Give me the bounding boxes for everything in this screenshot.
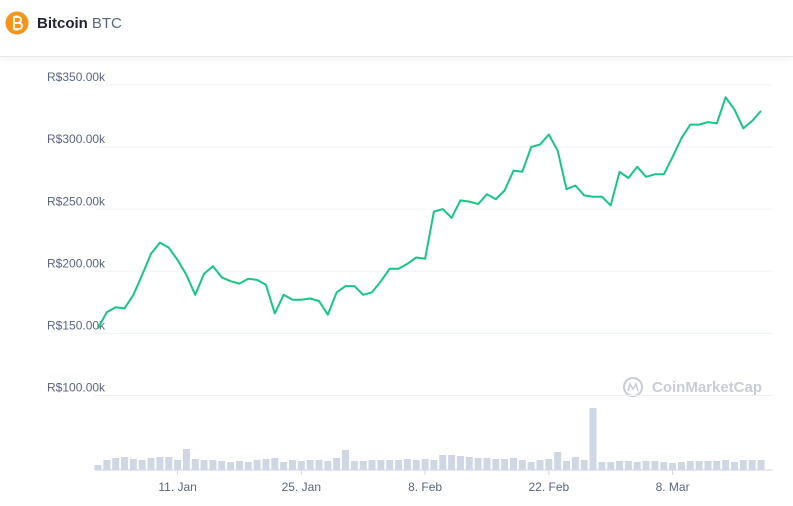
y-tick-label: R$200.00k (47, 256, 106, 270)
volume-bar (271, 458, 279, 470)
volume-bar (580, 460, 588, 470)
volume-bar (288, 460, 296, 470)
volume-bar (156, 457, 164, 470)
volume-bar (642, 461, 650, 470)
volume-bar (509, 458, 517, 470)
coin-icon (5, 11, 29, 35)
volume-bar (669, 463, 677, 470)
volume-bar (536, 460, 544, 470)
volume-bar (368, 460, 376, 470)
volume-bar (377, 460, 385, 470)
volume-bar (527, 462, 535, 470)
volume-bar (704, 461, 712, 470)
volume-bar (465, 457, 473, 470)
volume-bar (563, 461, 571, 470)
volume-bar (103, 460, 111, 470)
volume-bar (474, 458, 482, 470)
volume-bar (147, 458, 155, 470)
volume-bar (607, 462, 615, 470)
volume-bar (129, 459, 137, 470)
volume-bar (112, 458, 120, 470)
volume-bar (660, 462, 668, 470)
volume-bar (306, 460, 314, 470)
volume-bar (421, 459, 429, 470)
volume-bar (456, 456, 464, 470)
coin-name: Bitcoin (37, 15, 88, 32)
volume-bar (209, 460, 217, 470)
volume-bar (633, 462, 641, 470)
coin-symbol: BTC (91, 15, 122, 32)
volume-bar (182, 449, 190, 470)
y-tick-label: R$100.00k (47, 381, 106, 395)
volume-bar (280, 462, 288, 470)
volume-bar (739, 460, 747, 470)
volume-bar (439, 455, 447, 470)
volume-bar (191, 459, 199, 470)
volume-bar (174, 460, 182, 470)
volume-bar (342, 450, 350, 470)
volume-bar (483, 458, 491, 470)
volume-bar (262, 459, 270, 470)
y-tick-label: R$250.00k (47, 194, 106, 208)
y-tick-label: R$350.00k (47, 70, 106, 84)
volume-bar (748, 460, 756, 470)
volume-bar (624, 461, 632, 470)
header: Bitcoin BTC (0, 0, 793, 57)
volume-bar (545, 459, 553, 470)
volume-bar (244, 462, 252, 470)
volume-bar (757, 460, 765, 470)
volume-bar (333, 458, 341, 470)
volume-bar (722, 460, 730, 470)
watermark: CoinMarketCap (652, 379, 762, 396)
x-tick-label: 22. Feb (528, 480, 569, 494)
volume-bar (598, 462, 606, 470)
volume-bar (677, 462, 685, 470)
volume-bar (94, 465, 102, 470)
x-tick-label: 11. Jan (158, 480, 196, 494)
y-tick-label: R$150.00k (47, 319, 106, 333)
coin-title: Bitcoin BTC (37, 15, 122, 32)
volume-bar (386, 460, 394, 470)
x-tick-label: 25. Jan (282, 480, 321, 494)
volume-bar (501, 459, 509, 470)
volume-bar (430, 460, 438, 470)
volume-bar (589, 408, 597, 470)
volume-bar (138, 460, 146, 470)
y-tick-label: R$300.00k (47, 132, 106, 146)
volume-bar (359, 461, 367, 470)
volume-bar (350, 461, 358, 470)
volume-bar (518, 460, 526, 470)
volume-bar (395, 460, 403, 470)
volume-bar (218, 461, 226, 470)
volume-bar (227, 462, 235, 470)
volume-bar (200, 460, 208, 470)
x-tick-label: 8. Mar (656, 480, 690, 494)
volume-bar (403, 459, 411, 470)
volume-bar (554, 452, 562, 470)
volume-bar (448, 455, 456, 470)
volume-bar (412, 460, 420, 470)
x-tick-label: 8. Feb (408, 480, 442, 494)
volume-bar (571, 457, 579, 470)
volume-bar (121, 457, 129, 470)
volume-bar (651, 461, 659, 470)
price-line (97, 96, 762, 329)
volume-bar (686, 461, 694, 470)
volume-bar (297, 461, 305, 470)
volume-bar (713, 461, 721, 470)
volume-bar (315, 460, 323, 470)
watermark-logo (623, 377, 643, 397)
volume-bar (165, 457, 173, 470)
volume-bar (730, 462, 738, 470)
volume-bar (492, 459, 500, 470)
volume-bar (616, 461, 624, 470)
volume-bar (235, 461, 243, 470)
volume-bar (695, 461, 703, 470)
volume-bar (324, 461, 332, 470)
volume-bar (253, 460, 261, 470)
